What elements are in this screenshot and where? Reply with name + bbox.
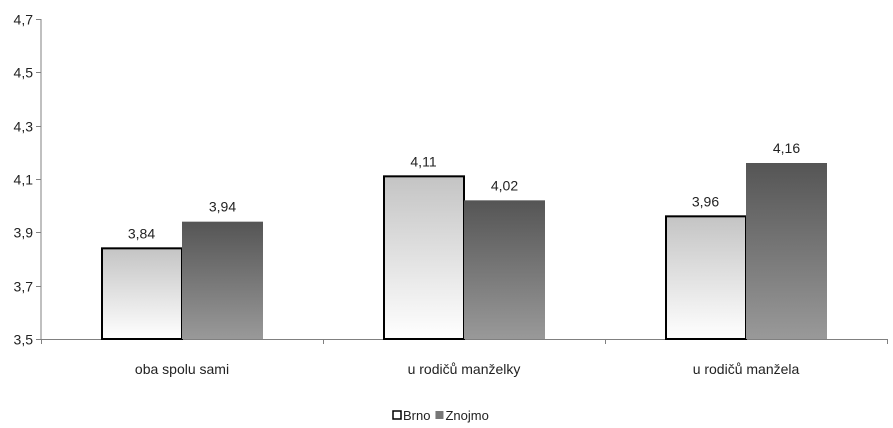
y-tick-label: 4,3 <box>14 119 34 135</box>
bar-brno-2 <box>665 215 747 340</box>
y-axis: 3,5 3,7 3,9 4,1 4,3 4,5 4,7 <box>14 12 42 348</box>
data-label: 4,02 <box>491 177 518 193</box>
data-label: 4,16 <box>773 140 800 156</box>
data-label: 3,96 <box>692 193 719 209</box>
legend-label-znojmo: Znojmo <box>445 408 488 423</box>
x-axis: oba spolu sami u rodičů manželky u rodičů … <box>41 339 888 377</box>
y-tick-label: 4,7 <box>14 12 34 28</box>
bar-znojmo-2 <box>746 163 827 339</box>
y-tick-label: 4,5 <box>14 65 34 81</box>
category-label: oba spolu sami <box>135 361 229 377</box>
bar-brno-1 <box>383 175 465 340</box>
legend-label-brno: Brno <box>403 408 430 423</box>
bars <box>101 163 827 340</box>
data-label: 4,11 <box>410 153 436 169</box>
legend: Brno Znojmo <box>392 408 489 423</box>
bar-brno-0 <box>101 247 183 340</box>
category-label: u rodičů manželky <box>408 361 521 377</box>
data-label: 3,84 <box>128 225 155 241</box>
legend-swatch-brno <box>392 410 402 420</box>
y-tick-label: 4,1 <box>14 172 34 188</box>
data-labels: 3,84 4,11 3,96 3,94 4,02 4,16 <box>128 140 800 241</box>
bar-znojmo-1 <box>464 200 545 339</box>
y-tick-label: 3,5 <box>14 332 34 348</box>
data-label: 3,94 <box>209 199 236 215</box>
legend-swatch-znojmo <box>435 411 444 419</box>
bar-znojmo-0 <box>182 221 263 339</box>
y-tick-label: 3,9 <box>14 225 34 241</box>
category-label: u rodičů manžela <box>693 361 800 377</box>
y-tick-label: 3,7 <box>14 279 34 295</box>
